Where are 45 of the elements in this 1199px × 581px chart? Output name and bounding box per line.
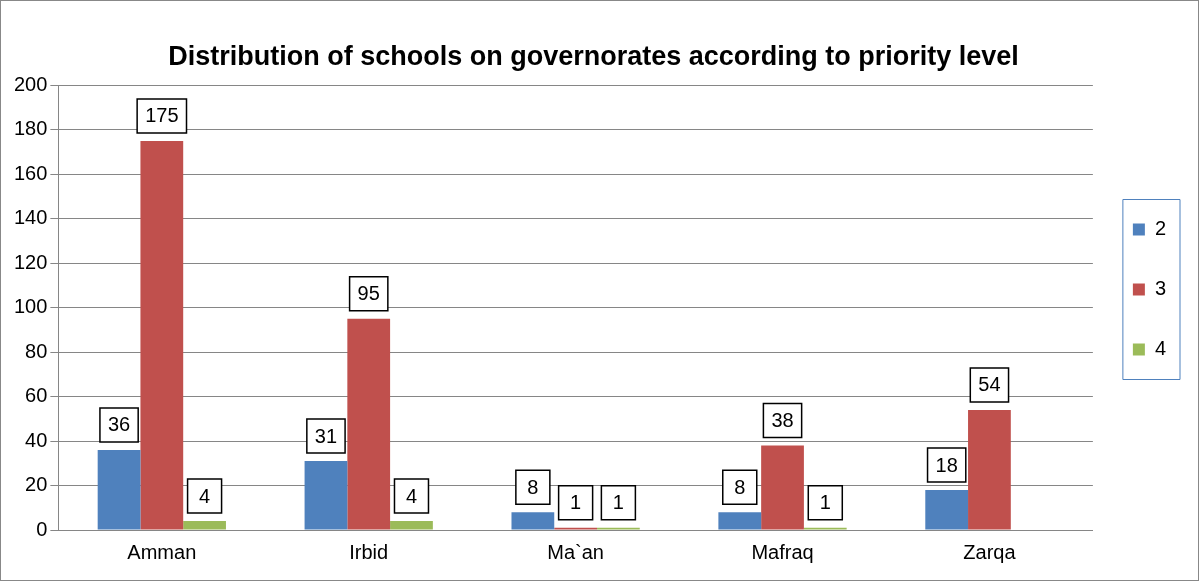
legend-label: 3 <box>1154 277 1166 300</box>
y-tick-label: 120 <box>13 250 48 273</box>
data-label: 38 <box>771 409 794 432</box>
bar <box>511 512 555 530</box>
bar <box>968 409 1011 530</box>
y-tick-label: 0 <box>36 517 48 540</box>
legend-label: 4 <box>1154 337 1166 360</box>
data-label: 54 <box>978 373 1001 396</box>
x-tick-label: Ma`an <box>547 540 604 563</box>
data-label: 36 <box>107 413 131 436</box>
data-label: 95 <box>357 282 380 305</box>
bar <box>304 461 348 530</box>
data-label: 175 <box>145 104 179 127</box>
y-tick-label: 140 <box>13 206 48 229</box>
chart-title: Distribution of schools on governorates according to priority level <box>168 40 1019 71</box>
bar <box>97 449 141 530</box>
x-tick-label: Mafraq <box>751 540 814 563</box>
data-label: 1 <box>819 491 831 514</box>
bar <box>140 140 184 530</box>
y-tick-label: 80 <box>25 339 48 362</box>
bar <box>718 512 762 530</box>
bar <box>761 445 804 530</box>
y-tick-label: 20 <box>25 473 48 496</box>
data-label: 4 <box>199 484 211 507</box>
legend-label: 2 <box>1154 217 1166 240</box>
data-label: 8 <box>527 475 539 498</box>
x-tick-label: Zarqa <box>963 540 1017 563</box>
x-tick-label: Amman <box>127 540 197 563</box>
y-tick-label: 200 <box>13 72 48 95</box>
bar <box>925 489 969 530</box>
data-label: 18 <box>935 453 958 476</box>
bar <box>390 521 433 530</box>
bar <box>347 318 391 530</box>
y-tick-label: 100 <box>13 295 48 318</box>
y-tick-label: 40 <box>25 428 48 451</box>
data-label: 1 <box>612 491 624 514</box>
data-label: 31 <box>314 424 338 447</box>
y-tick-label: 180 <box>13 117 48 140</box>
data-label: 4 <box>405 484 418 507</box>
bar <box>183 521 226 530</box>
data-label: 1 <box>570 491 582 514</box>
x-tick-label: Irbid <box>349 540 389 563</box>
y-tick-label: 60 <box>25 384 48 407</box>
data-label: 8 <box>734 475 746 498</box>
y-tick-label: 160 <box>13 161 48 184</box>
